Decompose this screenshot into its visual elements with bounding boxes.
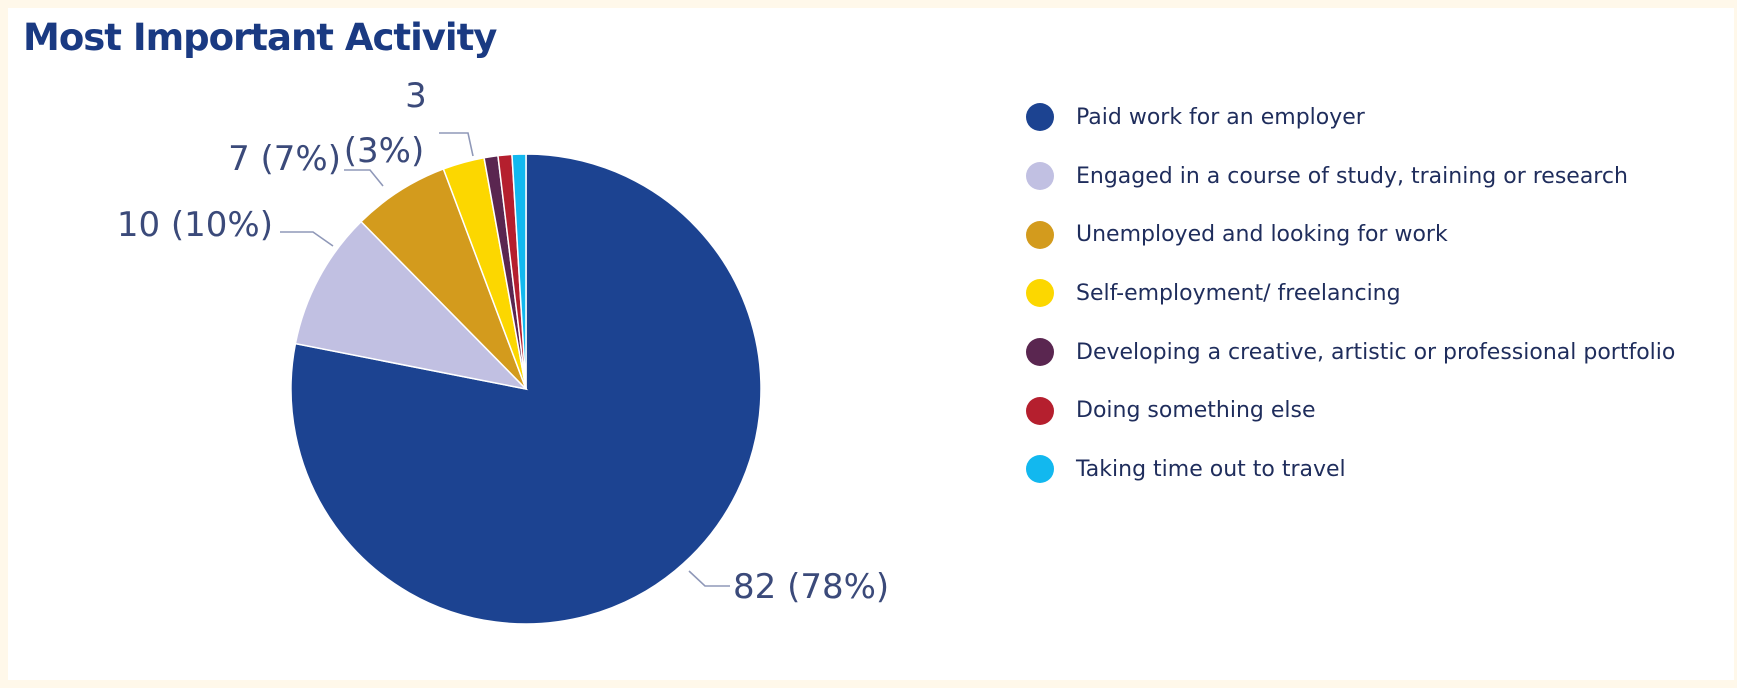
legend-label: Self-employment/ freelancing <box>1076 280 1401 306</box>
legend-swatch-icon <box>1026 279 1054 308</box>
leader-line-1 <box>280 231 334 247</box>
pie-chart: 82 (78%) 10 (10%) 7 (7%) 3 (3%) <box>117 76 889 625</box>
data-label-0: 82 (78%) <box>733 567 889 607</box>
legend-item[interactable]: Engaged in a course of study, training o… <box>1026 147 1675 206</box>
legend-item[interactable]: Paid work for an employer <box>1026 88 1675 147</box>
legend-swatch-icon <box>1026 220 1054 249</box>
pie-slices <box>290 153 762 625</box>
legend-swatch-icon <box>1026 162 1054 191</box>
legend-item[interactable]: Developing a creative, artistic or profe… <box>1026 323 1675 382</box>
legend-swatch-icon <box>1026 338 1054 367</box>
legend-item[interactable]: Self-employment/ freelancing <box>1026 264 1675 323</box>
leader-line-3 <box>439 132 474 157</box>
chart-title: Most Important Activity <box>23 16 497 59</box>
data-label-3-percent: (3%) <box>344 131 424 171</box>
legend-item[interactable]: Taking time out to travel <box>1026 440 1675 499</box>
legend-label: Engaged in a course of study, training o… <box>1076 163 1628 189</box>
legend-item[interactable]: Unemployed and looking for work <box>1026 205 1675 264</box>
legend-swatch-icon <box>1026 396 1054 425</box>
legend-label: Unemployed and looking for work <box>1076 222 1448 248</box>
legend-swatch-icon <box>1026 103 1054 132</box>
legend-label: Doing something else <box>1076 398 1316 424</box>
legend-label: Paid work for an employer <box>1076 104 1365 130</box>
pie-slice-1[interactable] <box>294 220 529 391</box>
data-label-2: 7 (7%) <box>228 139 341 179</box>
legend-label: Developing a creative, artistic or profe… <box>1076 339 1676 365</box>
legend-swatch-icon <box>1026 455 1054 484</box>
data-label-3-value: 3 <box>405 76 427 116</box>
leader-lines <box>280 132 730 587</box>
data-labels: 82 (78%) 10 (10%) 7 (7%) 3 (3%) <box>117 76 889 607</box>
legend-item[interactable]: Doing something else <box>1026 381 1675 440</box>
legend-label: Taking time out to travel <box>1076 456 1346 482</box>
leader-line-2 <box>344 169 384 187</box>
data-label-1: 10 (10%) <box>117 205 273 245</box>
pie-slice-6[interactable] <box>511 153 527 390</box>
chart-legend: Paid work for an employer Engaged in a co… <box>1026 88 1675 499</box>
leader-line-0 <box>688 570 730 587</box>
